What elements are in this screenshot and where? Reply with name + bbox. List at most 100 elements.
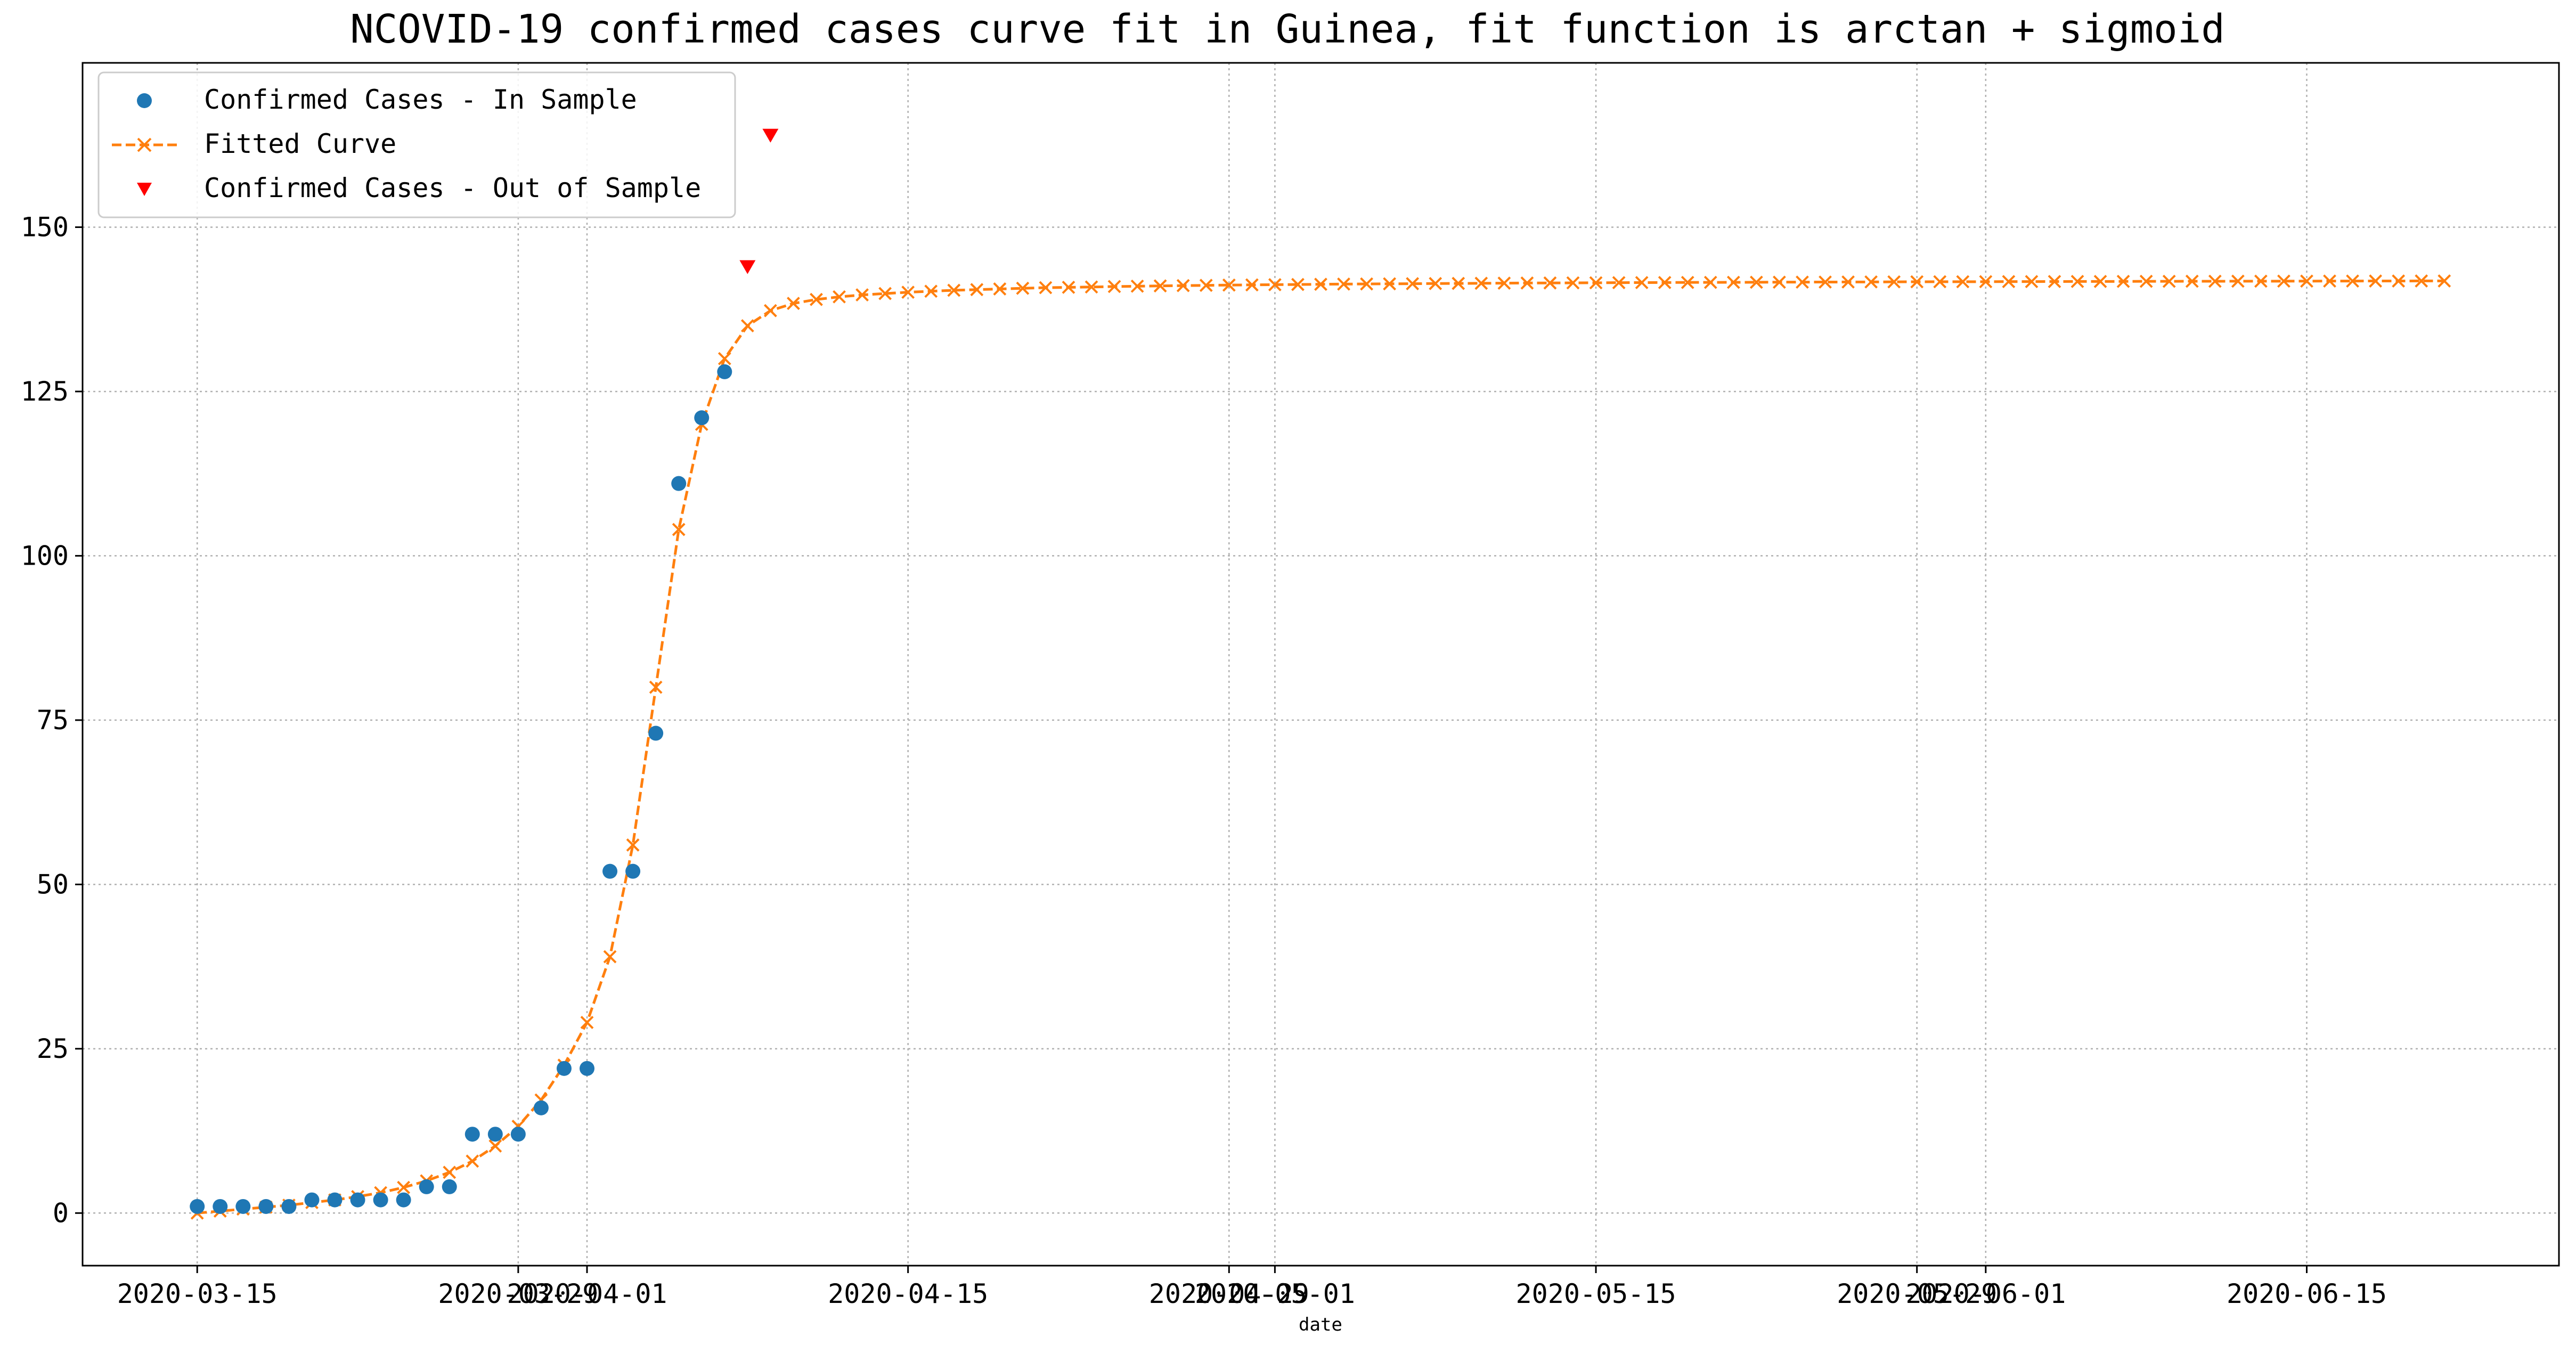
y-tick-label: 100 — [21, 540, 69, 571]
fitted-curve-marker — [787, 297, 800, 311]
fitted-curve-marker — [1039, 281, 1053, 295]
fitted-curve-marker — [1566, 276, 1580, 290]
y-tick-label: 25 — [37, 1033, 69, 1064]
fitted-curve-marker — [1796, 275, 1809, 289]
fitted-curve-marker — [833, 290, 846, 304]
fitted-curve-marker — [878, 287, 892, 300]
in-sample-point — [602, 863, 618, 879]
fitted-curve-marker — [1612, 276, 1626, 290]
x-tick-label: 2020-06-01 — [1905, 1278, 2066, 1309]
x-tick-label: 2020-04-15 — [828, 1278, 988, 1309]
fitted-curve-marker — [2231, 274, 2245, 288]
fitted-curve-marker — [2093, 274, 2107, 288]
fitted-curve-marker — [1658, 275, 1672, 289]
fitted-curve-marker — [1085, 280, 1098, 294]
legend-label-out-of-sample: Confirmed Cases - Out of Sample — [204, 173, 701, 203]
in-sample-point — [396, 1192, 411, 1208]
in-sample-point — [625, 863, 641, 879]
x-tick-label: 2020-05-29 — [1837, 1278, 1997, 1309]
fitted-curve-marker — [718, 352, 731, 365]
fitted-curve-marker — [2025, 275, 2039, 289]
fitted-curve-marker — [2346, 274, 2359, 288]
in-sample-point — [694, 410, 710, 426]
fitted-curve-marker — [1360, 277, 1374, 291]
fitted-curve-marker — [2323, 274, 2336, 288]
in-sample-point — [373, 1192, 388, 1208]
fitted-curve-marker — [1474, 276, 1488, 290]
in-sample-point — [510, 1127, 526, 1142]
in-sample-point — [580, 1061, 595, 1076]
legend-frame — [97, 71, 736, 218]
fitted-curve-marker — [2162, 274, 2176, 288]
fitted-curve-marker — [2116, 274, 2130, 288]
x-tick-label: 2020-04-01 — [507, 1278, 667, 1309]
fitted-curve-marker — [1130, 279, 1144, 293]
fitted-curve-marker — [2139, 274, 2153, 288]
fitted-curve-marker — [443, 1165, 456, 1179]
fitted-curve-marker — [1979, 275, 1993, 289]
fitted-curve-marker — [1268, 278, 1282, 291]
fitted-curve-marker — [2070, 274, 2084, 288]
x-tick-label: 2020-04-29 — [1149, 1278, 1309, 1309]
fitted-curve-marker — [1543, 276, 1557, 290]
fitted-curve-marker — [1406, 277, 1420, 290]
fitted-curve-marker — [2277, 274, 2290, 288]
fitted-curve-marker — [855, 288, 869, 301]
y-tick-label: 75 — [37, 705, 69, 736]
in-sample-point — [487, 1127, 503, 1142]
in-sample-point — [464, 1127, 480, 1142]
fitted-curve-marker — [580, 1016, 594, 1029]
fitted-curve-marker — [2300, 274, 2313, 288]
fitted-curve-marker — [1841, 275, 1855, 289]
fitted-curve-marker — [1497, 276, 1511, 290]
fitted-curve-marker — [1749, 275, 1763, 289]
in-sample-point — [213, 1199, 228, 1214]
fitted-curve-marker — [672, 523, 686, 536]
chart-title: NCOVID-19 confirmed cases curve fit in G… — [350, 6, 2225, 52]
fitted-curve-marker — [947, 283, 961, 297]
x-tick-label: 2020-06-15 — [2227, 1278, 2387, 1309]
in-sample-point — [190, 1199, 205, 1214]
fitted-curve-marker — [488, 1139, 502, 1153]
in-sample-point — [304, 1192, 320, 1208]
fitted-curve-marker — [901, 286, 915, 299]
in-sample-point — [648, 726, 664, 741]
fitted-curve-marker — [2208, 274, 2222, 288]
points-layer — [190, 128, 779, 1214]
fitted-curve-marker — [1887, 275, 1901, 289]
fitted-curve-marker — [2415, 274, 2428, 288]
legend-marker-out-of-sample — [137, 183, 152, 196]
fitted-curve-marker — [1933, 275, 1947, 289]
fitted-curve-marker — [1635, 276, 1649, 289]
in-sample-point — [671, 476, 687, 491]
in-sample-point — [327, 1192, 343, 1208]
fitted-curve-marker — [2392, 274, 2406, 288]
x-axis-label: date — [1299, 1314, 1342, 1335]
fitted-curve-marker — [1910, 275, 1924, 289]
in-sample-point — [419, 1179, 434, 1194]
fitted-curve-marker — [1153, 279, 1167, 293]
fitted-curve-marker — [2438, 274, 2451, 288]
in-sample-point — [235, 1199, 251, 1214]
fitted-curve-marker — [626, 838, 640, 852]
fitted-curve-marker — [466, 1154, 479, 1168]
in-sample-point — [442, 1179, 457, 1194]
fitted-curve-marker — [2185, 274, 2199, 288]
legend-label-in-sample: Confirmed Cases - In Sample — [204, 84, 637, 115]
fitted-curve-marker — [1773, 275, 1786, 289]
legend-marker-in-sample — [137, 93, 152, 108]
fitted-curve-marker — [2369, 274, 2383, 288]
y-tick-label: 125 — [21, 376, 69, 407]
in-sample-point — [556, 1061, 572, 1076]
fitted-curve-marker — [993, 282, 1007, 296]
plot-frame — [81, 62, 2560, 1267]
fitted-curve-marker — [1016, 281, 1030, 295]
fitted-curve-marker — [603, 950, 617, 964]
fitted-curve-marker — [763, 304, 777, 317]
fitted-curve-marker — [1429, 276, 1442, 290]
y-tick-label: 0 — [53, 1197, 69, 1228]
fitted-curve-marker — [1703, 275, 1717, 289]
fitted-curve-marker — [740, 319, 754, 332]
fitted-curve-marker — [1337, 277, 1350, 291]
